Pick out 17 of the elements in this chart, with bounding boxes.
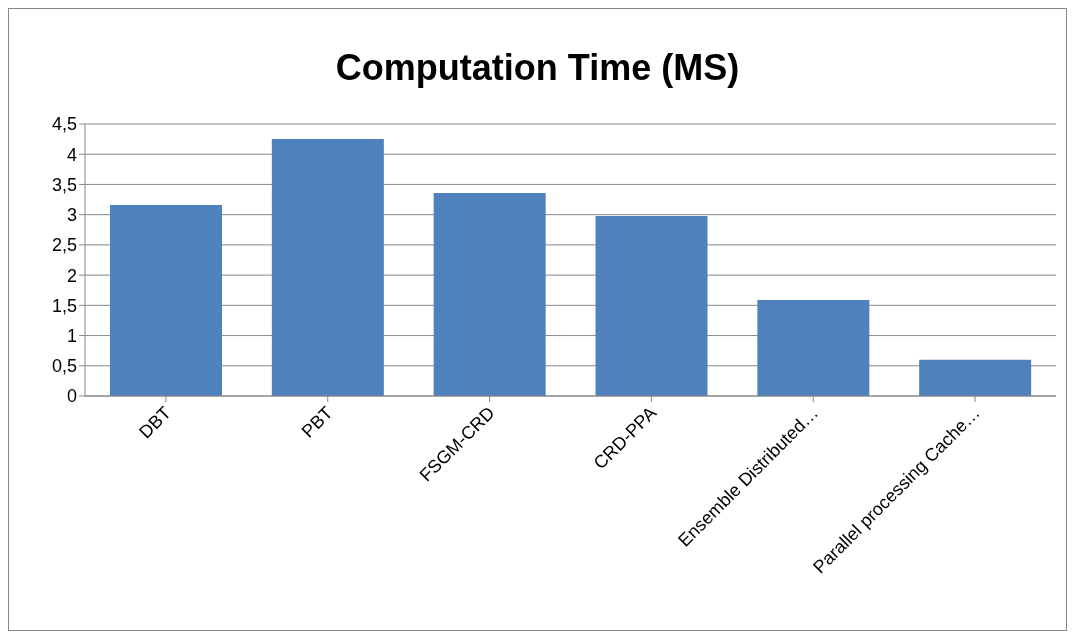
- y-tick-label: 0: [66, 386, 77, 407]
- bar: [595, 215, 708, 396]
- bar: [919, 359, 1032, 396]
- y-tick-label: 1: [66, 325, 77, 346]
- y-tick-label: 3: [66, 205, 77, 226]
- y-tick-label: 2,5: [51, 235, 77, 256]
- y-tick-label: 1,5: [51, 295, 77, 316]
- y-tick-label: 0,5: [51, 356, 77, 377]
- y-tick-label: 2: [66, 265, 77, 286]
- y-tick-label: 4,5: [51, 114, 77, 135]
- bar: [433, 192, 546, 396]
- chart-title: Computation Time (MS): [334, 47, 741, 89]
- y-tick-label: 4: [66, 144, 77, 165]
- bar: [110, 205, 222, 396]
- bar: [757, 299, 870, 396]
- bar: [271, 139, 384, 396]
- y-tick-label: 3,5: [51, 174, 77, 195]
